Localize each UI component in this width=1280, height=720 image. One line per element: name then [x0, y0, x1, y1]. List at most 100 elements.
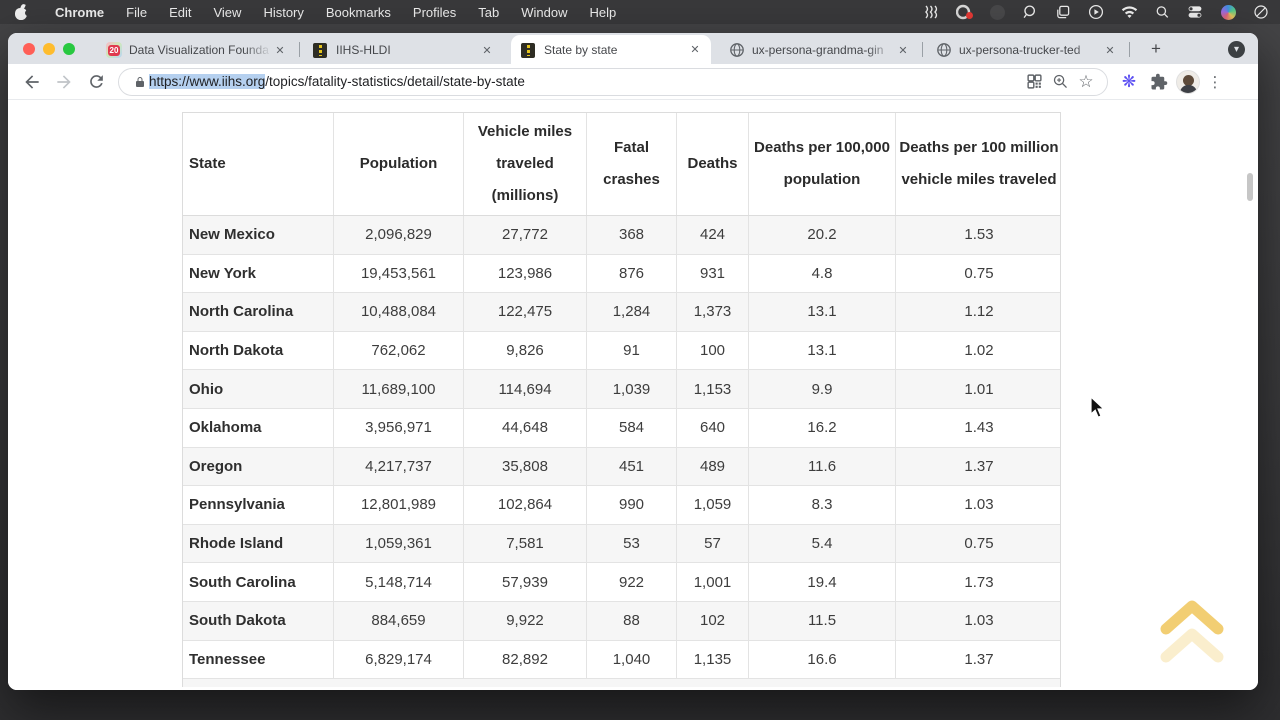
qr-code-icon[interactable]	[1021, 69, 1047, 95]
column-header: Deaths per 100,000 population	[749, 113, 896, 215]
value-cell: 11.6	[749, 447, 896, 486]
play-circle-icon[interactable]	[1087, 3, 1105, 21]
close-window-button[interactable]	[23, 43, 35, 55]
value-cell: 1.73	[964, 573, 994, 591]
partial-next-row	[183, 679, 1060, 688]
value-cell: 424	[677, 216, 749, 254]
zoom-magnifier-icon[interactable]	[1021, 3, 1039, 21]
value-cell: 35,808	[464, 447, 587, 486]
apple-menu-icon[interactable]	[14, 2, 31, 20]
browser-window: 20 Data Visualization Founda ✕ IIHS-HLDI…	[8, 33, 1258, 690]
tab-close-icon[interactable]: ✕	[275, 44, 285, 57]
state-cell: Pennsylvania	[183, 486, 334, 524]
value-cell: 9,922	[464, 601, 587, 640]
value-cell: 0.75	[964, 535, 994, 553]
menu-view[interactable]: View	[213, 4, 242, 20]
value-cell: 91	[587, 331, 677, 370]
table-row: Oklahoma 3,956,971 44,648 584 640 16.2 1.43	[183, 408, 1060, 448]
macos-menu-bar: Chrome File Edit View History Bookmarks …	[0, 0, 1280, 24]
back-to-top-button[interactable]	[1158, 593, 1226, 673]
value-cell: 1.12	[964, 303, 994, 321]
reload-button[interactable]	[82, 68, 110, 96]
tab-close-icon[interactable]: ✕	[1105, 44, 1115, 57]
value-cell: 27,772	[464, 216, 587, 254]
menu-file[interactable]: File	[126, 4, 148, 20]
value-cell: 1,001	[677, 563, 749, 601]
value-cell: 114,694	[464, 370, 587, 408]
column-header: Deaths per 100 million vehicle miles tra…	[899, 139, 1059, 188]
tab-ux-persona-trucker[interactable]: ux-persona-trucker-ted ✕	[926, 36, 1126, 64]
table-row: South Carolina 5,148,714 57,939 922 1,001 19.…	[183, 563, 1060, 602]
value-cell: 1.03	[964, 496, 994, 514]
spotlight-search-icon[interactable]	[1153, 3, 1171, 21]
value-cell: 2,096,829	[334, 216, 464, 254]
value-cell: 13.1	[749, 331, 896, 370]
stage-manager-icon[interactable]	[922, 3, 940, 21]
value-cell: 20.2	[749, 216, 896, 254]
address-bar[interactable]: https://www.iihs.org/topics/fatality-sta…	[118, 67, 1108, 96]
value-cell: 82,892	[464, 640, 587, 679]
value-cell: 10,488,084	[334, 293, 464, 331]
state-cell: Ohio	[183, 370, 334, 408]
menu-bookmarks[interactable]: Bookmarks	[325, 4, 391, 20]
value-cell: 122,475	[464, 293, 587, 331]
globe-favicon	[936, 42, 952, 58]
menu-history[interactable]: History	[263, 4, 304, 20]
value-cell: 5.4	[749, 524, 896, 563]
state-cell: South Carolina	[183, 563, 334, 601]
browser-menu-icon[interactable]: ⋮	[1207, 73, 1223, 91]
value-cell: 6,829,174	[334, 640, 464, 679]
table-row: North Dakota 762,062 9,826 91 100 13.1 1.02	[183, 331, 1060, 371]
tab-close-icon[interactable]: ✕	[690, 44, 700, 56]
tab-separator	[299, 42, 300, 57]
value-cell: 88	[587, 601, 677, 640]
tab-ux-persona-grandma[interactable]: ux-persona-grandma-gin ✕	[719, 36, 919, 64]
zoom-in-icon[interactable]	[1047, 69, 1073, 95]
menu-edit[interactable]: Edit	[169, 4, 192, 20]
window-stack-icon[interactable]	[1054, 3, 1072, 21]
tab-state-by-state-active[interactable]: State by state ✕	[511, 35, 711, 64]
forward-button[interactable]	[50, 68, 78, 96]
tab-search-menu-button[interactable]: ▾	[1228, 41, 1245, 58]
dimmed-app-icon[interactable]	[988, 3, 1006, 21]
back-button[interactable]	[18, 68, 46, 96]
value-cell: 9,826	[464, 331, 587, 370]
minimize-window-button[interactable]	[43, 43, 55, 55]
value-cell: 53	[587, 524, 677, 563]
screen-recorder-icon[interactable]	[955, 3, 973, 21]
profile-avatar[interactable]	[1176, 69, 1200, 94]
value-cell: 16.2	[749, 408, 896, 447]
vertical-scrollbar-thumb[interactable]	[1247, 173, 1253, 201]
column-header: Fatal crashes	[587, 113, 677, 215]
control-center-icon[interactable]	[1186, 3, 1204, 21]
recording-badge	[966, 12, 973, 19]
menu-tab[interactable]: Tab	[478, 4, 500, 20]
tab-close-icon[interactable]: ✕	[482, 44, 492, 57]
table-body: New Mexico 2,096,829 27,772 368 424 20.2 1.53 N…	[183, 216, 1060, 680]
fullscreen-window-button[interactable]	[63, 43, 75, 55]
value-cell: 11,689,100	[334, 370, 464, 408]
colorful-media-app-icon[interactable]	[1219, 3, 1237, 21]
value-cell: 1,059	[677, 486, 749, 524]
tab-data-visualization[interactable]: 20 Data Visualization Founda ✕	[96, 36, 296, 64]
value-cell: 9.9	[749, 370, 896, 408]
menu-window[interactable]: Window	[521, 4, 568, 20]
tab-iihs-hldi[interactable]: IIHS-HLDI ✕	[303, 36, 503, 64]
value-cell: 16.6	[749, 640, 896, 679]
bookmark-star-icon[interactable]: ☆	[1078, 71, 1094, 91]
new-tab-button[interactable]: +	[1151, 39, 1161, 58]
value-cell: 1,039	[587, 370, 677, 408]
purple-extension-icon[interactable]: ❋	[1121, 71, 1137, 91]
menu-app-name[interactable]: Chrome	[55, 4, 105, 20]
menu-help[interactable]: Help	[589, 4, 617, 20]
wifi-icon[interactable]	[1120, 3, 1138, 21]
table-row: Tennessee 6,829,174 82,892 1,040 1,135 16.6 1.…	[183, 640, 1060, 680]
value-cell: 12,801,989	[334, 486, 464, 524]
table-row: North Carolina 10,488,084 122,475 1,284 1,37…	[183, 293, 1060, 332]
value-cell: 1.53	[964, 226, 994, 244]
value-cell: 931	[677, 254, 749, 293]
tab-close-icon[interactable]: ✕	[898, 44, 908, 57]
menu-profiles[interactable]: Profiles	[412, 4, 457, 20]
focus-do-not-disturb-icon[interactable]	[1252, 3, 1270, 21]
extensions-puzzle-icon[interactable]	[1146, 69, 1172, 95]
